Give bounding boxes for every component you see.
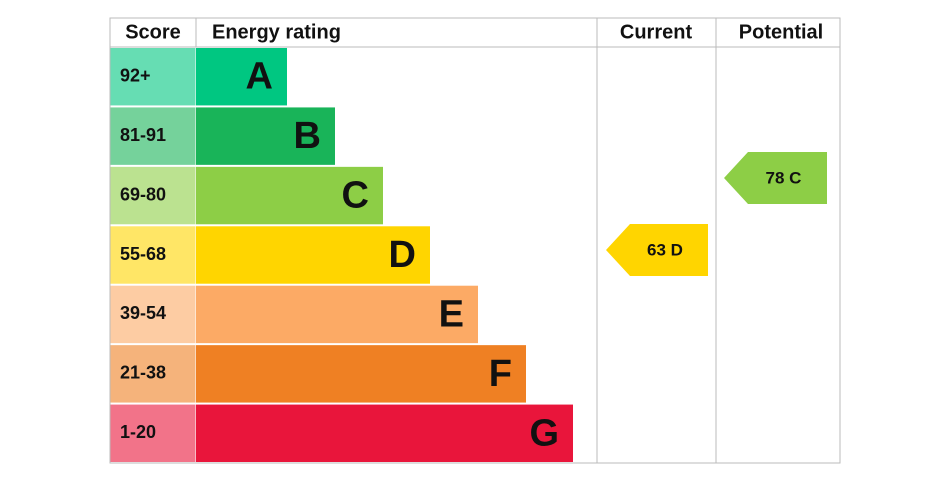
rating-letter: B (294, 115, 321, 157)
potential-arrow (724, 152, 827, 204)
header-potential: Potential (739, 21, 823, 43)
rating-bar (196, 404, 573, 462)
rating-bar (196, 166, 383, 225)
potential-label: 78 C (766, 168, 802, 187)
rating-bar (196, 285, 478, 344)
rating-letter: E (439, 293, 464, 335)
rating-bar (196, 107, 335, 165)
score-cell (110, 404, 196, 462)
score-range: 69-80 (120, 184, 166, 204)
header-rating: Energy rating (212, 21, 341, 43)
score-cell (110, 107, 196, 165)
rating-bar (196, 226, 430, 284)
score-range: 92+ (120, 65, 151, 85)
rating-letter: F (489, 353, 512, 395)
score-range: 21-38 (120, 363, 166, 383)
rating-letter: A (246, 56, 273, 98)
score-cell (110, 166, 196, 225)
score-range: 39-54 (120, 303, 166, 323)
rating-letter: C (342, 175, 369, 217)
rating-bar (196, 345, 526, 403)
rating-letter: G (529, 412, 559, 454)
current-arrow (606, 224, 708, 276)
header-current: Current (620, 21, 693, 43)
score-range: 81-91 (120, 125, 166, 145)
score-range: 55-68 (120, 244, 166, 264)
header-score: Score (125, 21, 181, 43)
score-cell (110, 226, 196, 284)
current-label: 63 D (647, 240, 683, 259)
rating-letter: D (389, 234, 416, 276)
score-cell (110, 48, 196, 106)
rating-bar (196, 48, 287, 106)
score-range: 1-20 (120, 422, 156, 442)
score-cell (110, 285, 196, 344)
score-cell (110, 345, 196, 403)
